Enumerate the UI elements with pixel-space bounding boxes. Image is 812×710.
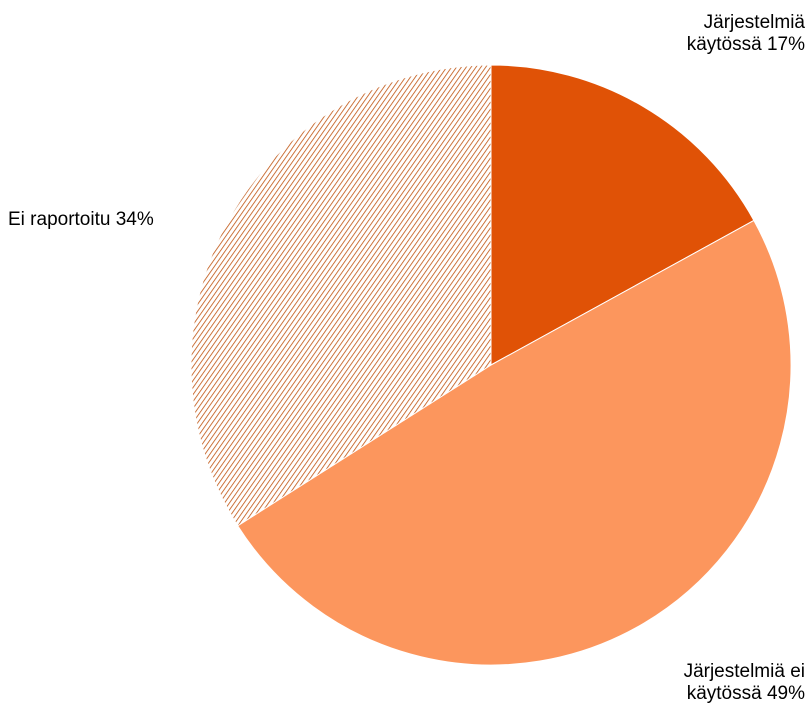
slice-label-line: Ei raportoitu 34%: [8, 209, 154, 230]
pie-slice-3: [190, 64, 492, 527]
slice-label-1: Järjestelmiä käytössä 17%: [687, 12, 806, 55]
slice-label-line: käytössä 17%: [687, 34, 805, 55]
pie-slice-1: [490, 64, 755, 366]
pie-slice-2: [237, 219, 792, 666]
slice-label-3: Ei raportoitu 34%: [8, 209, 154, 230]
slice-labels: Järjestelmiä käytössä 17%Järjestelmiä ei k…: [8, 12, 805, 704]
slice-label-2: Järjestelmiä ei käytössä 49%: [684, 661, 806, 704]
pie-slices: [190, 64, 792, 666]
slice-label-line: Järjestelmiä ei: [684, 661, 805, 682]
slice-label-line: käytössä 49%: [687, 683, 805, 704]
slice-label-line: Järjestelmiä: [704, 12, 806, 33]
